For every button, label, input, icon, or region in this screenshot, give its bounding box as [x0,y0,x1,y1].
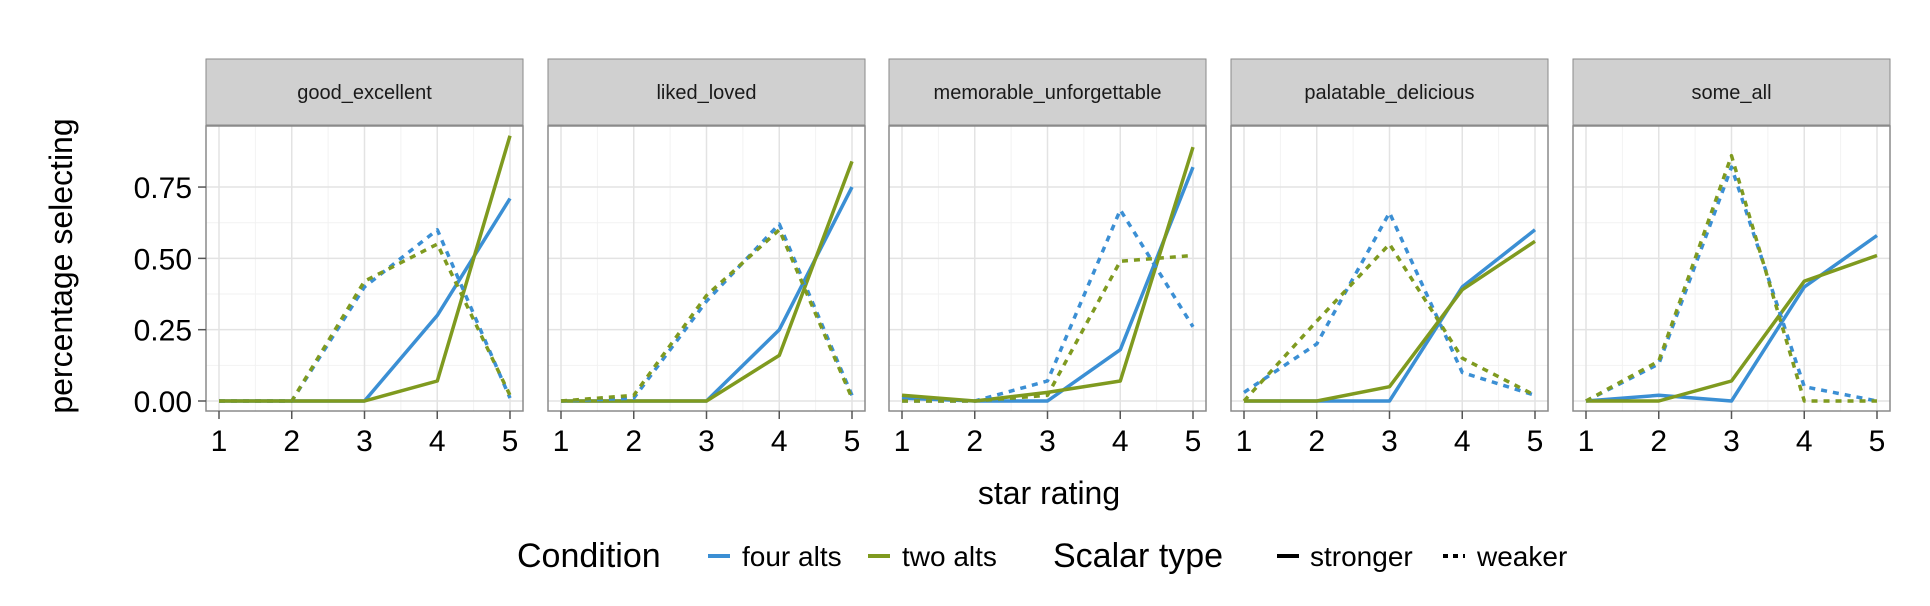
legend-label-two-alts: two alts [902,541,997,572]
x-tick-label: 5 [502,425,519,458]
y-tick-label: 0.75 [134,172,192,205]
series-four-alts-weaker [560,222,854,403]
panel-strip [888,58,1207,126]
panel-title: palatable_delicious [1304,82,1474,104]
series-two-alts-stronger [1586,253,1878,403]
x-tick-label: 4 [771,425,788,458]
x-tick-label: 1 [894,425,911,458]
x-tick-label: 1 [1236,425,1253,458]
series-two-alts-weaker [1242,242,1536,403]
y-axis-title: percentage selecting [43,118,79,413]
x-tick-label: 1 [1578,425,1595,458]
x-tick-label: 4 [429,425,446,458]
panel-liked_loved: liked_loved 1 2 3 4 5 [547,58,866,458]
series-two-alts-weaker [1585,153,1877,403]
series-two-alts-stronger [1244,239,1536,403]
panel-title: liked_loved [656,82,756,104]
x-tick-label: 4 [1454,425,1471,458]
legend-label-four-alts: four alts [742,541,842,572]
x-tick-label: 1 [553,425,570,458]
series-two-alts-weaker [219,242,512,403]
x-tick-label: 2 [625,425,642,458]
x-tick-label: 2 [1650,425,1667,458]
x-tick-label: 5 [1869,425,1886,458]
panel-strip [205,58,524,126]
legend: Condition four alts two alts Scalar type… [517,537,1567,575]
legend-condition-title: Condition [517,537,661,575]
x-tick-label: 5 [844,425,861,458]
y-tick-label: 0.00 [134,386,192,419]
panel-strip [1572,58,1891,126]
y-tick-label: 0.25 [134,315,192,348]
legend-label-weaker: weaker [1476,541,1567,572]
x-tick-label: 4 [1796,425,1813,458]
x-tick-label: 2 [966,425,983,458]
x-tick-label: 2 [283,425,300,458]
x-tick-label: 2 [1308,425,1325,458]
x-tick-label: 3 [1039,425,1056,458]
x-axis-title: star rating [978,475,1120,511]
x-tick-label: 3 [698,425,715,458]
series-two-alts-weaker [560,228,854,403]
x-tick-label: 3 [1723,425,1740,458]
panel-strip [547,58,866,126]
legend-scalar-title: Scalar type [1053,537,1223,575]
series-two-alts-weaker [902,253,1194,403]
legend-label-stronger: stronger [1310,541,1413,572]
series-four-alts-weaker [1585,165,1878,403]
panel-title: good_excellent [297,82,432,104]
y-axis: 0.00 0.25 0.50 0.75 [134,172,206,419]
panel-palatable_delicious: palatable_delicious 1 2 3 4 5 [1230,58,1549,458]
x-tick-label: 3 [356,425,373,458]
panel-memorable_unforgettable: memorable_unforgettable 1 2 3 4 5 [888,58,1207,458]
panel-title: memorable_unforgettable [934,82,1162,104]
x-tick-label: 4 [1112,425,1129,458]
x-tick-label: 1 [211,425,228,458]
panel-title: some_all [1691,82,1771,104]
series-two-alts-stronger [561,160,854,403]
y-tick-label: 0.50 [134,243,192,276]
series-four-alts-stronger [1585,234,1879,403]
panel-good_excellent: good_excellent 1 2 3 4 5 [205,58,524,458]
x-tick-label: 5 [1527,425,1544,458]
x-tick-label: 3 [1381,425,1398,458]
panel-strip [1230,58,1549,126]
x-tick-label: 5 [1185,425,1202,458]
panel-some_all: some_all 1 2 3 4 5 [1572,58,1891,458]
